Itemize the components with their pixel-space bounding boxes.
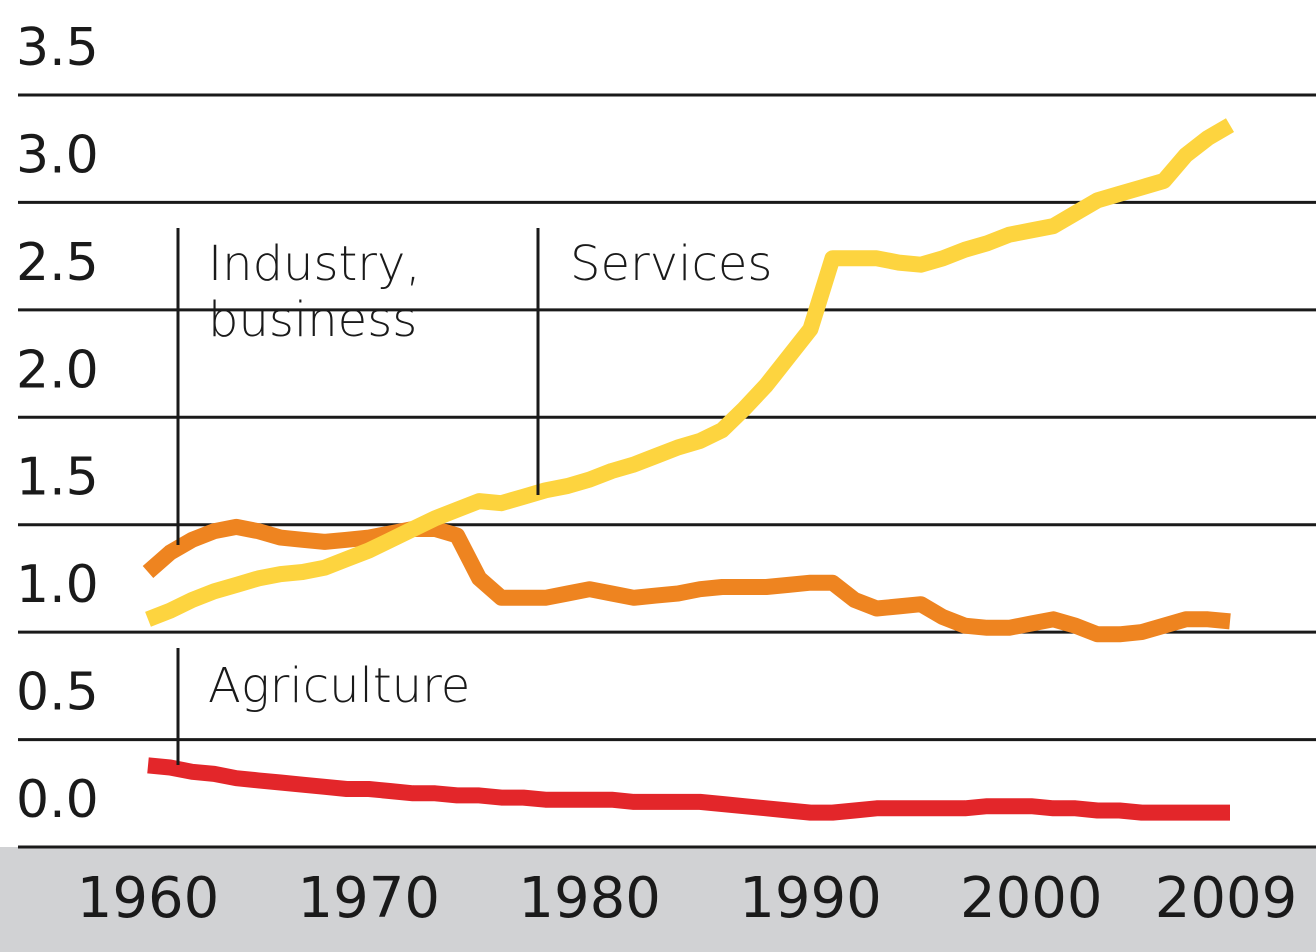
x-tick-label: 2000 bbox=[960, 866, 1103, 931]
y-tick-label: 0.5 bbox=[16, 663, 99, 723]
x-tick-label: 1990 bbox=[739, 866, 882, 931]
y-tick-label: 2.5 bbox=[16, 233, 99, 293]
y-tick-label: 2.0 bbox=[16, 340, 99, 400]
x-tick-label: 2009 bbox=[1155, 866, 1298, 931]
series-label: Services bbox=[570, 236, 773, 292]
series-line bbox=[147, 757, 1230, 821]
series-label: Agriculture bbox=[208, 658, 471, 714]
x-tick-label: 1980 bbox=[518, 866, 661, 931]
y-tick-label: 1.5 bbox=[16, 448, 99, 508]
y-tick-label: 0.0 bbox=[16, 770, 99, 830]
y-tick-label: 3.0 bbox=[16, 125, 99, 185]
y-tick-label: 1.0 bbox=[16, 555, 99, 615]
x-axis-band bbox=[0, 847, 1316, 952]
y-tick-label: 3.5 bbox=[16, 18, 99, 78]
series-label: Industry, business bbox=[208, 236, 421, 348]
series-line bbox=[145, 118, 1235, 627]
x-tick-label: 1970 bbox=[298, 866, 441, 931]
x-tick-label: 1960 bbox=[77, 866, 220, 931]
series-line bbox=[142, 518, 1231, 643]
